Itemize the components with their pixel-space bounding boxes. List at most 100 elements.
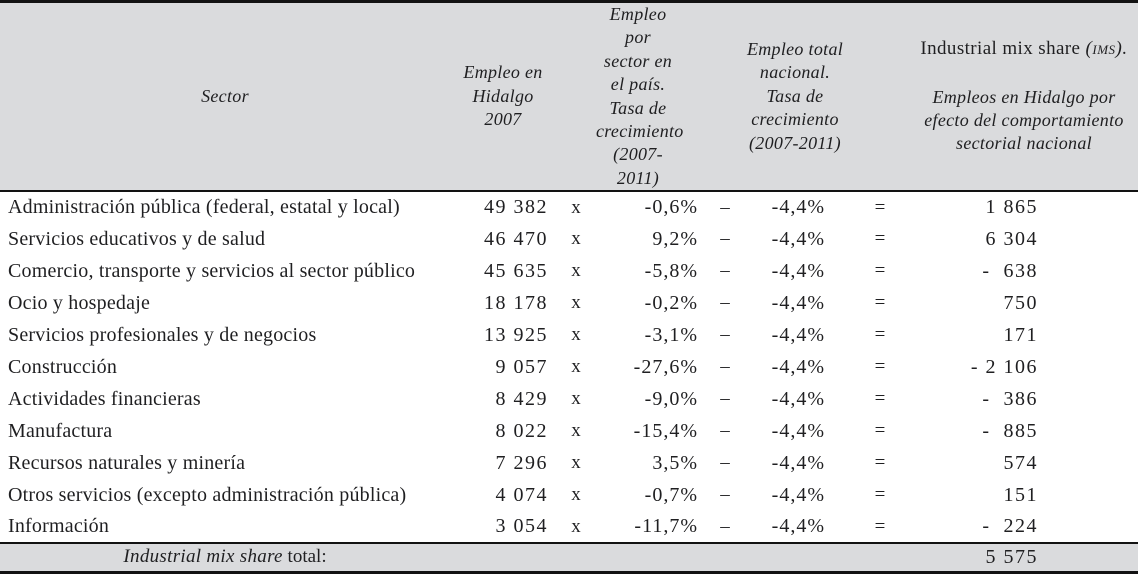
header-tasa-sector: Empleo por sector en el país. Tasa de cr… [596, 4, 684, 188]
empleo-hidalgo-cell: 45 635 [484, 259, 548, 282]
header-spacer-equals [850, 2, 910, 192]
multiply-operator: x [571, 292, 581, 314]
table-body: Administración pública (federal, estatal… [0, 191, 1138, 543]
sector-cell: Información [8, 515, 110, 538]
empleo-hidalgo-cell: 7 296 [495, 451, 548, 474]
ims-cell: - 885 [982, 419, 1038, 442]
total-row: Industrial mix share total: 5 575 [0, 543, 1138, 573]
empleo-hidalgo-cell: 3 054 [495, 515, 548, 538]
equals-operator: = [874, 515, 886, 537]
equals-operator: = [874, 452, 886, 474]
empleo-hidalgo-cell: 4 074 [495, 483, 548, 506]
sector-cell: Manufactura [8, 419, 113, 442]
equals-operator: = [874, 196, 886, 218]
multiply-operator: x [571, 484, 581, 506]
equals-operator: = [874, 420, 886, 442]
tasa-sector-cell: -11,7% [634, 515, 698, 538]
tasa-nacional-cell: -4,4% [771, 259, 825, 282]
total-label-italic: Industrial mix share [123, 546, 283, 568]
tasa-sector-cell: -3,1% [644, 323, 698, 346]
minus-operator: – [720, 420, 730, 442]
minus-operator: – [720, 452, 730, 474]
tasa-sector-cell: -0,6% [644, 196, 698, 219]
table-row: Recursos naturales y minería 7 296 x 3,5… [0, 447, 1138, 479]
table-row: Manufactura 8 022 x -15,4% – -4,4% = - 8… [0, 415, 1138, 447]
header-spacer-multiply [556, 2, 596, 192]
empleo-hidalgo-cell: 49 382 [484, 196, 548, 219]
header-spacer-minus [710, 2, 740, 192]
minus-operator: – [720, 388, 730, 410]
multiply-operator: x [571, 260, 581, 282]
table-row: Servicios educativos y de salud 46 470 x… [0, 223, 1138, 255]
minus-operator: – [720, 292, 730, 314]
table-row: Información 3 054 x -11,7% – -4,4% = - 2… [0, 511, 1138, 543]
empleo-hidalgo-cell: 46 470 [484, 227, 548, 250]
sector-cell: Otros servicios (excepto administración … [8, 483, 407, 506]
header-empleo-hidalgo: Empleo en Hidalgo 2007 [463, 62, 543, 130]
minus-operator: – [720, 356, 730, 378]
minus-operator: – [720, 484, 730, 506]
equals-operator: = [874, 292, 886, 314]
sector-cell: Servicios profesionales y de negocios [8, 323, 317, 346]
multiply-operator: x [571, 420, 581, 442]
tasa-sector-cell: -5,8% [644, 259, 698, 282]
empleo-hidalgo-cell: 18 178 [484, 291, 548, 314]
multiply-operator: x [571, 356, 581, 378]
tasa-sector-cell: -0,7% [644, 483, 698, 506]
ims-subtitle: Empleos en Hidalgo por efecto del compor… [924, 86, 1124, 154]
tasa-nacional-cell: -4,4% [771, 227, 825, 250]
multiply-operator: x [571, 196, 581, 218]
multiply-operator: x [571, 324, 581, 346]
multiply-operator: x [571, 452, 581, 474]
multiply-operator: x [571, 388, 581, 410]
table-header: Sector Empleo en Hidalgo 2007 Empleo por… [0, 1, 1138, 192]
ims-cell: 6 304 [985, 227, 1038, 250]
minus-operator: – [720, 228, 730, 250]
ims-cell: - 386 [982, 387, 1038, 410]
sector-cell: Actividades financieras [8, 387, 201, 410]
header-ims: Industrial mix share (ims). Empleos en H… [910, 2, 1138, 192]
equals-operator: = [874, 484, 886, 506]
tasa-sector-cell: -0,2% [644, 291, 698, 314]
table-footer: Industrial mix share total: 5 575 [0, 543, 1138, 573]
ims-title-text: Industrial mix share [920, 38, 1086, 60]
ims-title: Industrial mix share (ims). [910, 37, 1138, 62]
minus-operator: – [720, 196, 730, 218]
ims-cell: 750 [1003, 291, 1038, 314]
tasa-nacional-cell: -4,4% [771, 387, 825, 410]
total-value: 5 575 [985, 545, 1038, 568]
header-tasa-nacional: Empleo total nacional. Tasa de crecimien… [746, 39, 844, 153]
ims-cell: - 638 [982, 259, 1038, 282]
sector-cell: Ocio y hospedaje [8, 291, 151, 314]
table-row: Actividades financieras 8 429 x -9,0% – … [0, 383, 1138, 415]
minus-operator: – [720, 260, 730, 282]
equals-operator: = [874, 260, 886, 282]
sector-cell: Administración pública (federal, estatal… [8, 196, 400, 219]
equals-operator: = [874, 324, 886, 346]
tasa-nacional-cell: -4,4% [771, 323, 825, 346]
tasa-sector-cell: 9,2% [652, 227, 698, 250]
ims-abbreviation: (ims). [1085, 38, 1128, 60]
table-row: Otros servicios (excepto administración … [0, 479, 1138, 511]
tasa-sector-cell: 3,5% [652, 451, 698, 474]
equals-operator: = [874, 228, 886, 250]
empleo-hidalgo-cell: 8 429 [495, 387, 548, 410]
tasa-nacional-cell: -4,4% [771, 483, 825, 506]
sector-cell: Servicios educativos y de salud [8, 227, 266, 250]
ims-cell: 151 [1003, 483, 1038, 506]
minus-operator: – [720, 324, 730, 346]
table-row: Servicios profesionales y de negocios 13… [0, 319, 1138, 351]
ims-cell: 1 865 [985, 196, 1038, 219]
tasa-sector-cell: -27,6% [633, 355, 698, 378]
table-row: Ocio y hospedaje 18 178 x -0,2% – -4,4% … [0, 287, 1138, 319]
tasa-nacional-cell: -4,4% [771, 451, 825, 474]
ims-cell: - 2 106 [970, 355, 1038, 378]
ims-cell: 171 [1003, 323, 1038, 346]
header-sector: Sector [201, 85, 249, 106]
multiply-operator: x [571, 228, 581, 250]
equals-operator: = [874, 356, 886, 378]
total-label: Industrial mix share total: [0, 543, 450, 572]
header-row: Sector Empleo en Hidalgo 2007 Empleo por… [0, 1, 1138, 192]
